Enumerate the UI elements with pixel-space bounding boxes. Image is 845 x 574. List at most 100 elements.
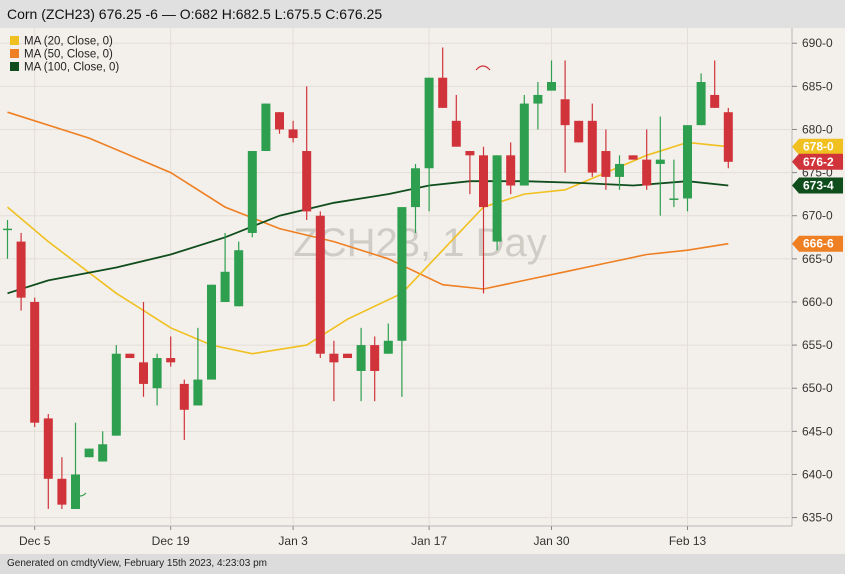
candle-body (166, 358, 176, 363)
candle-body (655, 159, 665, 164)
candle-body (179, 383, 189, 410)
y-tick-label: 665-0 (802, 252, 833, 266)
candle-body (492, 155, 502, 242)
candle-body (642, 159, 652, 186)
candle-body (43, 418, 53, 479)
x-tick-label: Feb 13 (669, 534, 707, 548)
price-tag (792, 177, 843, 194)
y-tick-label: 650-0 (802, 381, 833, 395)
candle-body (615, 163, 624, 177)
candle-body (3, 228, 12, 231)
price-tag (792, 235, 843, 252)
candle-body (587, 120, 597, 173)
candle-body (383, 340, 393, 354)
candle-body (30, 301, 40, 423)
candle-body (288, 129, 298, 139)
y-tick-label: 645-0 (802, 424, 833, 438)
candle-body (247, 151, 257, 233)
y-tick-label: 670-0 (802, 209, 833, 223)
gridlines (0, 28, 792, 526)
y-tick-label: 690-0 (802, 36, 833, 50)
x-tick-label: Jan 3 (278, 534, 308, 548)
xaxis-background (0, 526, 792, 554)
candle-body (302, 151, 312, 212)
y-tick-label: 655-0 (802, 338, 833, 352)
footer-text: Generated on cmdtyView, February 15th 20… (7, 558, 267, 569)
quote-title: Corn (ZCH23) 676.25 -6 — O:682 H:682.5 L… (7, 6, 383, 22)
footer: Generated on cmdtyView, February 15th 20… (0, 554, 845, 574)
candle-body (397, 207, 407, 341)
plot-background (0, 28, 792, 526)
price-tag-label: 676-2 (803, 155, 834, 169)
candle-body (98, 444, 108, 462)
candle-body (723, 112, 733, 162)
candle-body (411, 168, 420, 208)
y-tick-label: 640-0 (802, 467, 833, 481)
low-marker (74, 492, 87, 497)
candle-body (329, 353, 339, 363)
price-tag-label: 666-6 (803, 237, 834, 251)
candle-body (438, 77, 448, 108)
candle-body (628, 155, 638, 160)
candle-body (710, 94, 720, 108)
candle-body (71, 474, 80, 509)
candle-body (275, 112, 284, 130)
candle-body (234, 250, 244, 307)
legend-swatch (10, 62, 19, 71)
candle-body (220, 271, 230, 302)
y-tick-label: 680-0 (802, 122, 833, 136)
legend-label: MA (50, Close, 0) (24, 49, 113, 61)
candle-body (152, 358, 162, 389)
high-marker (475, 65, 491, 71)
x-tick-label: Dec 5 (19, 534, 51, 548)
y-tick-label: 660-0 (802, 295, 833, 309)
candle-body (547, 82, 556, 91)
candle-body (696, 82, 706, 126)
candle-body (57, 478, 67, 505)
watermark: ZCH23, 1 Day (293, 221, 546, 265)
candle-body (533, 94, 543, 104)
price-tag-label: 673-4 (803, 179, 834, 193)
candle-body (139, 362, 148, 384)
candle-body (84, 448, 94, 458)
candle-body (601, 151, 611, 177)
candle-body (16, 241, 26, 298)
candle-body (370, 345, 380, 371)
candle-body (560, 99, 570, 126)
candlestick-chart[interactable]: ZCH23, 1 Day 635-0 640-0 645-0 650-0 655-0 66… (0, 28, 845, 554)
x-tick-label: Dec 19 (152, 534, 190, 548)
y-axis: 635-0 640-0 645-0 650-0 655-0 660-0 665-0 670-0… (792, 36, 833, 525)
candle-body (669, 198, 679, 200)
candle-body (519, 103, 529, 186)
candle-body (574, 120, 584, 143)
candle-body (356, 345, 366, 371)
candle-body (193, 379, 203, 406)
candle-body (343, 353, 352, 359)
candle-body (111, 353, 121, 436)
legend-swatch (10, 49, 19, 58)
candle-body (479, 155, 488, 208)
candle-body (465, 151, 475, 156)
candle-body (451, 120, 461, 147)
y-tick-label: 685-0 (802, 79, 833, 93)
price-tag (792, 138, 843, 155)
candle-body (506, 155, 516, 186)
x-tick-label: Jan 30 (533, 534, 569, 548)
candle-body (207, 284, 216, 380)
candle-body (315, 215, 325, 354)
legend: MA (20, Close, 0)MA (50, Close, 0)MA (10… (10, 36, 119, 74)
legend-swatch (10, 36, 19, 45)
price-tag (792, 153, 843, 170)
legend-label: MA (20, Close, 0) (24, 36, 113, 48)
legend-label: MA (100, Close, 0) (24, 62, 119, 74)
candle-body (125, 353, 135, 359)
x-tick-label: Jan 17 (411, 534, 447, 548)
ma100-line (7, 180, 729, 295)
candle-body (261, 103, 271, 152)
candle-body (424, 77, 434, 169)
candle-body (683, 125, 692, 199)
price-tag-label: 678-0 (803, 140, 834, 154)
candles (3, 47, 733, 509)
axis-background (792, 28, 845, 554)
